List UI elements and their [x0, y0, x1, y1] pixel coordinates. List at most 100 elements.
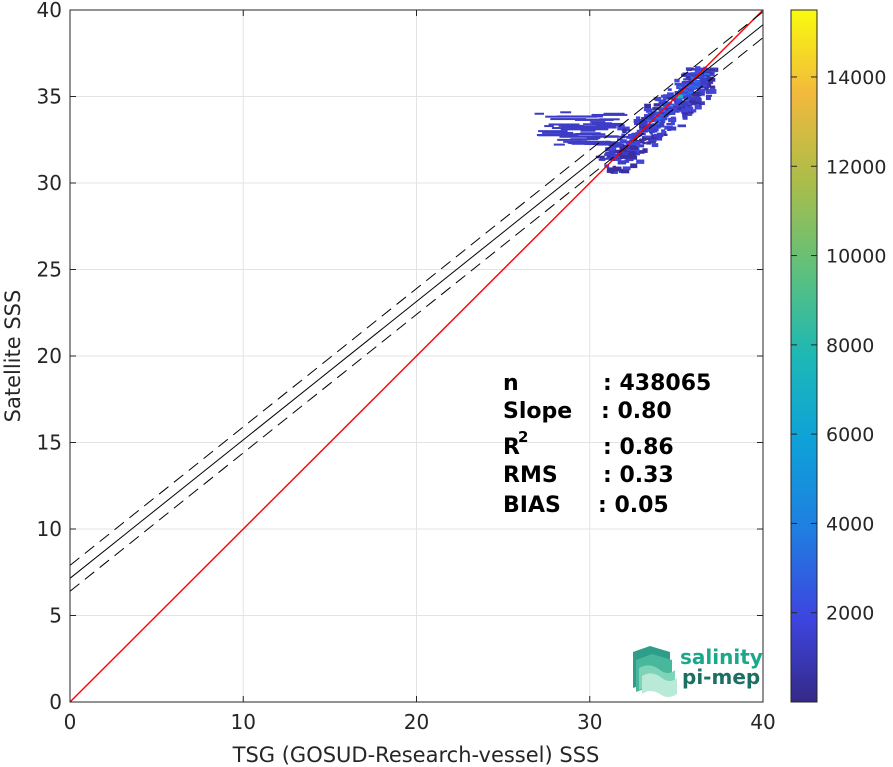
- stats-box: n : 438065 Slope : 0.80 R 2 : 0.86 RMS :…: [503, 371, 711, 518]
- colorbar-ticks: 2000 4000 6000 8000 10000 12000 14000: [791, 67, 886, 625]
- density-core-bin: [655, 122, 660, 125]
- density-bin: [624, 159, 630, 163]
- density-bin: [694, 104, 702, 110]
- density-core-bin: [658, 114, 663, 117]
- density-bin: [616, 143, 624, 148]
- density-streak: [570, 138, 599, 141]
- density-bin: [653, 97, 662, 101]
- density-bin: [704, 76, 713, 80]
- density-bin: [705, 96, 711, 101]
- density-core-bin: [651, 116, 655, 119]
- density-bin: [648, 130, 655, 133]
- density-bin: [622, 144, 627, 150]
- density-bin: [685, 76, 694, 79]
- density-bin: [610, 170, 618, 174]
- density-bin: [650, 141, 656, 144]
- density-bin: [653, 103, 663, 107]
- density-core-bin: [703, 75, 707, 78]
- density-bin: [652, 128, 658, 133]
- density-streak: [580, 132, 601, 135]
- density-bin: [661, 129, 666, 133]
- density-bin: [622, 126, 630, 130]
- density-bin: [676, 106, 682, 110]
- density-bin: [635, 150, 645, 154]
- density-core-bin: [655, 116, 662, 119]
- density-bin: [684, 96, 693, 100]
- density-core-bin: [663, 102, 669, 105]
- stat-r2-label: R: [503, 435, 520, 460]
- density-bin: [665, 106, 673, 111]
- density-bin: [613, 166, 622, 172]
- density-streak: [578, 125, 616, 128]
- density-bin: [667, 126, 677, 131]
- density-bin: [614, 141, 623, 146]
- density-bin: [699, 80, 707, 85]
- density-bin: [664, 94, 672, 100]
- density-core-bin: [681, 96, 688, 99]
- density-streak: [603, 112, 625, 115]
- density-bin: [699, 101, 705, 106]
- density-bin: [646, 116, 653, 122]
- density-bin: [673, 104, 680, 109]
- colorbar-tick-label: 10000: [826, 246, 886, 268]
- density-bin: [608, 149, 616, 155]
- density-core-bin: [697, 74, 704, 77]
- density-core-bin: [685, 92, 692, 95]
- density-streak: [550, 118, 587, 121]
- stat-n-label: n: [503, 371, 519, 396]
- density-bin: [683, 78, 689, 81]
- x-tick-label: 20: [404, 710, 429, 734]
- density-bin: [671, 117, 676, 120]
- density-bin: [695, 66, 701, 71]
- density-bin: [683, 102, 689, 107]
- regression-lines: [70, 10, 763, 702]
- density-bin: [700, 84, 708, 88]
- density-bin: [614, 149, 621, 154]
- density-core-bin: [668, 112, 675, 115]
- y-tick-label: 40: [37, 0, 62, 22]
- density-bin: [619, 153, 629, 159]
- density-bin: [638, 144, 645, 148]
- density-streak: [548, 123, 580, 126]
- density-core-bin: [677, 85, 682, 88]
- y-tick-label: 25: [37, 258, 62, 282]
- density-streak: [580, 129, 596, 132]
- density-bin: [610, 154, 614, 157]
- density-bin: [600, 158, 606, 161]
- density-bin: [609, 146, 617, 151]
- density-bin: [595, 155, 605, 159]
- density-bin: [606, 170, 615, 173]
- x-tick-label: 0: [64, 710, 77, 734]
- density-bin: [639, 125, 644, 131]
- density-streak: [560, 111, 572, 114]
- density-bin: [707, 77, 716, 82]
- density-bin: [677, 124, 686, 128]
- density-bin: [638, 120, 648, 124]
- density-bin: [652, 111, 656, 116]
- density-bin: [644, 135, 652, 139]
- density-bin: [634, 120, 639, 126]
- density-bin: [681, 80, 691, 84]
- density-core-bin: [694, 85, 700, 88]
- y-tick-label: 15: [37, 431, 62, 455]
- density-streak: [583, 123, 620, 126]
- density-bin: [689, 97, 699, 101]
- density-bin: [680, 82, 689, 88]
- density-bin: [657, 123, 665, 128]
- density-bin: [629, 139, 638, 144]
- stat-slope-value: : 0.80: [601, 399, 672, 424]
- density-bin: [680, 108, 689, 113]
- density-streak: [557, 115, 603, 118]
- density-core-bin: [687, 89, 693, 92]
- line-regression-upper: [70, 11, 763, 566]
- density-bin: [646, 141, 652, 145]
- density-bin: [685, 110, 694, 114]
- density-streak: [557, 138, 582, 141]
- density-bin: [655, 136, 663, 141]
- x-tick-label: 40: [750, 710, 775, 734]
- density-core-bin: [704, 73, 710, 76]
- y-tick-label: 10: [37, 517, 62, 541]
- logo-line2: pi-mep: [682, 665, 760, 689]
- colorbar-tick-label: 8000: [826, 335, 874, 357]
